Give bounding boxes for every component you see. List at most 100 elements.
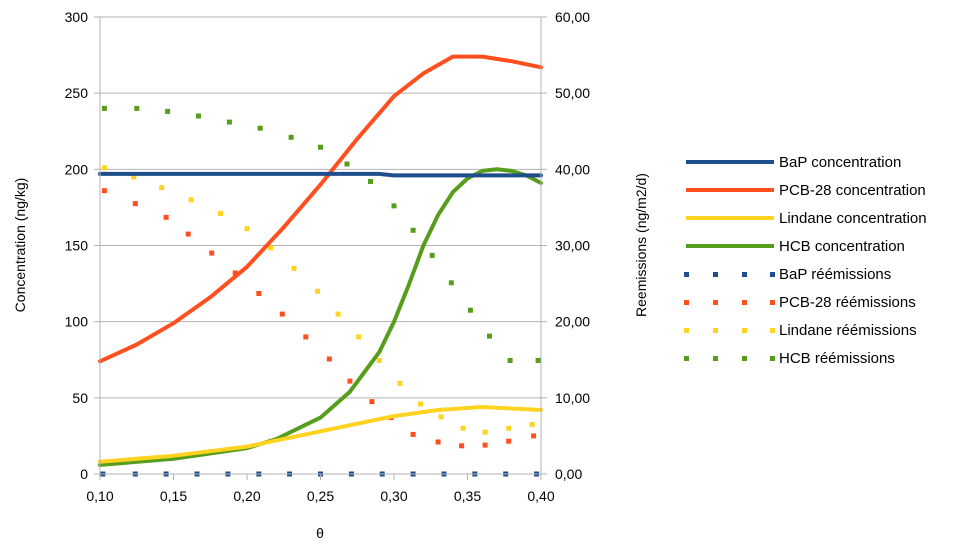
data-point-lindane-reemissions (529, 422, 535, 427)
data-point-hcb-reemissions (134, 105, 140, 111)
y-left-tick-label: 100 (65, 314, 89, 330)
data-point-hcb-reemissions (165, 108, 171, 114)
data-point-pcb-28-reemissions (132, 201, 138, 207)
legend-label-hcb-concentration: HCB concentration (779, 238, 905, 255)
x-tick-label: 0,25 (307, 488, 334, 504)
x-tick-label: 0,40 (527, 488, 554, 504)
data-point-pcb-28-reemissions (410, 431, 416, 437)
data-point-pcb-28-reemissions (369, 399, 375, 405)
legend-swatch-hcb-reemissions (770, 356, 775, 361)
series-line-hcb-concentration (98, 167, 543, 467)
legend-label-hcb-reemissions: HCB réémissions (779, 350, 895, 367)
data-point-lindane-reemissions (335, 311, 341, 317)
data-point-hcb-reemissions (226, 119, 232, 125)
legend-swatch-bap-reemissions (713, 272, 718, 277)
x-tick-label: 0,15 (160, 488, 187, 504)
data-point-hcb-reemissions (429, 252, 435, 258)
data-point-hcb-reemissions (507, 358, 513, 363)
legend-label-pcb-28-concentration: PCB-28 concentration (779, 182, 926, 199)
axes: 0 50 100 150 200 250 300 0,00 10,00 20,00 30,00 40,… (65, 9, 591, 504)
legend-swatch-hcb-reemissions (713, 356, 718, 361)
legend-swatch-hcb-reemissions (742, 356, 747, 361)
series-line-lindane-concentration (98, 405, 543, 464)
data-point-hcb-reemissions (391, 203, 397, 209)
x-tick-label: 0,20 (233, 488, 260, 504)
y-right-tick-label: 50,00 (555, 85, 590, 101)
data-point-lindane-reemissions (438, 414, 444, 420)
series-line-bap-concentration (98, 171, 543, 178)
data-point-lindane-reemissions (188, 197, 194, 203)
legend-label-bap-reemissions: BaP réémissions (779, 266, 891, 283)
y-axis-right-title: Reemissions (ng/m2/d) (633, 173, 649, 317)
legend: BaP concentration PCB-28 concentration Lin… (684, 154, 927, 367)
data-point-pcb-28-reemissions (459, 443, 465, 449)
data-point-lindane-reemissions (244, 226, 250, 232)
grid (100, 16, 541, 475)
data-point-hcb-reemissions (318, 144, 323, 150)
data-point-lindane-reemissions (482, 429, 488, 435)
legend-swatch-bap-reemissions (770, 272, 775, 277)
legend-swatch-bap-reemissions (742, 272, 747, 277)
y-right-tick-label: 30,00 (555, 238, 590, 254)
data-point-pcb-28-reemissions (279, 311, 285, 317)
data-point-lindane-reemissions (356, 334, 362, 340)
series-line-pcb-28-concentration (98, 54, 543, 364)
y-right-tick-label: 20,00 (555, 314, 590, 330)
y-right-tick-label: 10,00 (555, 390, 590, 406)
data-point-pcb-28-reemissions (482, 442, 488, 448)
legend-swatch-bap-reemissions (684, 272, 689, 277)
data-point-hcb-reemissions (487, 333, 492, 339)
legend-swatch-lindane-reemissions (770, 328, 775, 333)
data-point-pcb-28-reemissions (435, 439, 441, 445)
data-point-pcb-28-reemissions (303, 334, 309, 340)
data-point-lindane-reemissions (101, 165, 107, 171)
legend-label-lindane-reemissions: Lindane réémissions (779, 322, 917, 339)
y-left-tick-label: 250 (65, 85, 89, 101)
y-left-tick-label: 50 (72, 390, 88, 406)
data-point-pcb-28-reemissions (163, 214, 169, 220)
legend-label-bap-concentration: BaP concentration (779, 154, 901, 171)
legend-label-pcb-28-reemissions: PCB-28 réémissions (779, 294, 916, 311)
data-point-lindane-reemissions (397, 380, 403, 386)
legend-swatch-pcb-28-reemissions (713, 300, 718, 305)
data-point-hcb-reemissions (368, 179, 373, 184)
data-point-pcb-28-reemissions (256, 291, 262, 296)
data-point-hcb-reemissions (467, 307, 473, 313)
plot-area (98, 54, 543, 477)
data-point-lindane-reemissions (268, 245, 273, 251)
data-point-hcb-reemissions (535, 358, 541, 363)
x-tick-label: 0,10 (86, 488, 113, 504)
y-axis-left-title: Concentration (ng/kg) (12, 178, 28, 313)
data-point-lindane-reemissions (291, 265, 297, 271)
data-point-lindane-reemissions (218, 211, 223, 216)
legend-swatch-pcb-28-reemissions (770, 300, 775, 305)
data-point-pcb-28-reemissions (326, 356, 332, 362)
data-point-lindane-reemissions (131, 174, 137, 180)
y-right-tick-label: 60,00 (555, 9, 590, 25)
legend-swatch-pcb-28-reemissions (742, 300, 747, 305)
data-point-pcb-28-reemissions (185, 231, 191, 237)
data-point-lindane-reemissions (376, 358, 382, 363)
data-point-lindane-reemissions (159, 185, 165, 191)
data-point-pcb-28-reemissions (531, 433, 537, 439)
data-point-lindane-reemissions (506, 425, 512, 431)
data-point-pcb-28-reemissions (506, 438, 512, 444)
legend-label-lindane-concentration: Lindane concentration (779, 210, 927, 227)
legend-swatch-lindane-reemissions (713, 328, 718, 333)
y-left-tick-label: 0 (80, 466, 88, 482)
data-point-hcb-reemissions (257, 125, 263, 131)
legend-swatch-pcb-28-reemissions (684, 300, 689, 305)
legend-swatch-lindane-reemissions (742, 328, 747, 333)
data-point-hcb-reemissions (410, 227, 416, 233)
data-point-lindane-reemissions (315, 288, 321, 294)
y-right-tick-label: 40,00 (555, 161, 590, 177)
legend-swatch-hcb-reemissions (684, 356, 689, 361)
data-point-hcb-reemissions (196, 113, 201, 119)
data-point-pcb-28-reemissions (209, 250, 215, 256)
data-point-pcb-28-reemissions (232, 270, 238, 276)
data-point-pcb-28-reemissions (101, 188, 107, 194)
data-point-lindane-reemissions (418, 401, 423, 407)
data-point-hcb-reemissions (288, 134, 294, 140)
data-point-hcb-reemissions (448, 280, 454, 286)
